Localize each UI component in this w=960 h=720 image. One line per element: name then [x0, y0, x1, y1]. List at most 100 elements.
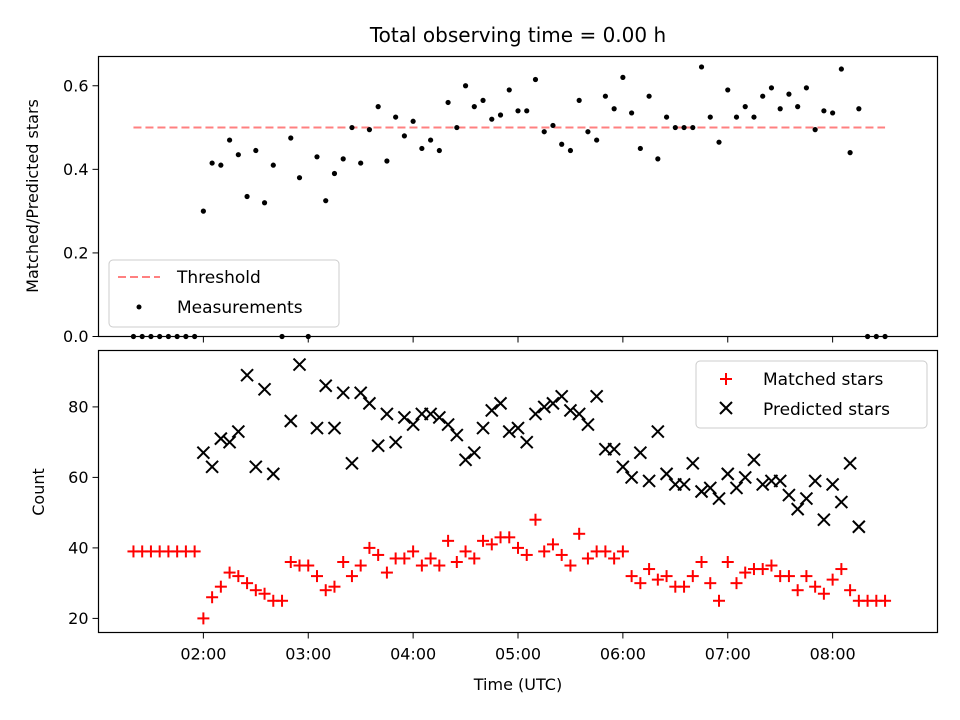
matched-point [651, 573, 664, 586]
measurement-point [646, 93, 652, 99]
predicted-point [747, 453, 761, 467]
predicted-point [249, 460, 263, 474]
matched-point [206, 591, 219, 604]
measurement-point [384, 158, 390, 164]
bottom-y-tick-label: 60 [68, 468, 88, 487]
measurement-point [716, 139, 722, 145]
matched-point [546, 538, 559, 551]
matched-point [555, 548, 568, 561]
matched-point [756, 563, 769, 576]
bottom-plot-area [127, 357, 892, 625]
matched-point [800, 570, 813, 583]
matched-point [538, 545, 551, 558]
matched-point [214, 580, 227, 593]
predicted-point [686, 456, 700, 471]
predicted-point [825, 477, 840, 492]
predicted-point [345, 456, 359, 471]
matched-point [249, 584, 262, 597]
predicted-point [581, 417, 595, 432]
predicted-point [467, 446, 482, 460]
predicted-point [563, 403, 578, 418]
measurement-point [445, 99, 451, 106]
predicted-point [240, 368, 254, 382]
top-y-tick-label: 0.2 [63, 243, 88, 262]
legend-predicted-label: Predicted stars [763, 400, 890, 420]
measurement-point [375, 104, 381, 110]
matched-point [450, 556, 463, 568]
legend-threshold-label: Threshold [176, 268, 261, 288]
bottom-x-tick-label: 06:00 [600, 645, 646, 664]
predicted-point [633, 446, 648, 460]
measurement-point [620, 74, 626, 80]
predicted-point [458, 453, 473, 467]
measurement-point [559, 141, 565, 147]
matched-point [730, 577, 743, 590]
matched-point [660, 570, 673, 583]
predicted-point [659, 467, 674, 481]
matched-point [188, 545, 201, 558]
matched-point [337, 556, 350, 568]
predicted-point [397, 410, 412, 425]
predicted-point [371, 438, 385, 453]
top-y-tick-label: 0.4 [63, 160, 88, 179]
predicted-point [852, 520, 866, 534]
matched-point [258, 587, 271, 600]
predicted-point [756, 477, 770, 492]
predicted-point [511, 421, 525, 435]
predicted-point [257, 382, 272, 396]
matched-point [721, 556, 734, 568]
predicted-point [834, 495, 849, 509]
measurement-point [663, 114, 670, 120]
measurement-point [515, 108, 521, 114]
predicted-point [554, 389, 569, 404]
matched-point [713, 594, 726, 607]
predicted-point [284, 414, 298, 428]
matched-point [468, 552, 481, 565]
predicted-point [292, 357, 307, 372]
matched-point [319, 584, 332, 597]
matched-point [407, 545, 420, 558]
measurement-point [698, 64, 705, 70]
predicted-point [205, 460, 219, 474]
predicted-point [423, 407, 438, 421]
measurement-point [795, 104, 801, 110]
predicted-point [790, 502, 805, 516]
measurement-point [436, 147, 442, 154]
measurement-point [218, 162, 224, 168]
measurement-point [742, 104, 748, 110]
predicted-point [502, 424, 516, 439]
measurement-point [506, 87, 512, 93]
matched-point [826, 573, 839, 586]
matched-point [809, 580, 822, 593]
measurement-point [200, 208, 206, 214]
predicted-point [380, 407, 394, 421]
matched-point [844, 584, 857, 597]
measurement-point [672, 124, 678, 131]
measurement-point [462, 83, 469, 89]
measurement-point [253, 147, 259, 154]
measurement-point [393, 114, 399, 120]
measurement-point [296, 175, 303, 181]
matched-point [424, 552, 437, 565]
matched-point [276, 594, 289, 607]
predicted-point [642, 474, 656, 488]
top-x-axis [202, 336, 834, 343]
matched-point [634, 577, 647, 590]
measurement-point [349, 124, 355, 131]
measurement-point [576, 97, 582, 103]
bottom-legend-frame [695, 360, 928, 429]
predicted-point [327, 421, 342, 435]
predicted-point [450, 428, 464, 442]
top-plot-area [130, 64, 888, 340]
matched-point [581, 552, 594, 565]
predicted-point [528, 407, 543, 421]
matched-point [310, 570, 323, 583]
predicted-point [808, 474, 822, 488]
matched-point [223, 566, 236, 579]
measurement-point [524, 108, 530, 114]
measurement-point [340, 156, 346, 162]
predicted-point [493, 396, 508, 411]
matched-point [485, 538, 498, 551]
predicted-point [729, 481, 744, 495]
